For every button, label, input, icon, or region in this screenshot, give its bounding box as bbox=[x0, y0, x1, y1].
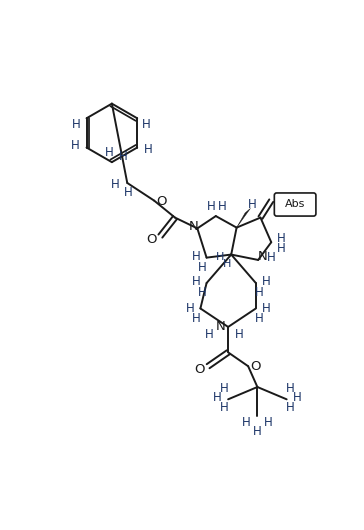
Text: H: H bbox=[277, 232, 286, 245]
Text: H: H bbox=[255, 312, 264, 325]
Text: H: H bbox=[205, 328, 214, 341]
Text: H: H bbox=[261, 302, 270, 315]
Text: H: H bbox=[264, 416, 273, 429]
Text: N: N bbox=[215, 321, 225, 333]
Text: H: H bbox=[207, 200, 215, 213]
Text: H: H bbox=[192, 275, 201, 288]
Text: H: H bbox=[261, 275, 270, 288]
Text: O: O bbox=[156, 195, 166, 208]
Text: H: H bbox=[242, 416, 251, 429]
Text: H: H bbox=[223, 259, 232, 269]
Text: O: O bbox=[250, 360, 260, 374]
Text: H: H bbox=[293, 391, 302, 403]
Text: H: H bbox=[142, 118, 151, 131]
Text: H: H bbox=[248, 198, 256, 211]
Text: H: H bbox=[186, 302, 195, 315]
Text: O: O bbox=[194, 363, 205, 376]
Text: H: H bbox=[255, 286, 264, 299]
Text: H: H bbox=[111, 178, 119, 191]
Text: H: H bbox=[72, 118, 81, 131]
Text: N: N bbox=[189, 220, 198, 233]
Text: H: H bbox=[277, 242, 286, 255]
Text: H: H bbox=[220, 401, 229, 413]
Text: H: H bbox=[192, 312, 201, 325]
Text: H: H bbox=[286, 401, 295, 413]
Text: H: H bbox=[71, 139, 80, 152]
Polygon shape bbox=[237, 208, 250, 227]
Text: H: H bbox=[198, 286, 207, 299]
Text: H: H bbox=[213, 391, 222, 403]
Text: H: H bbox=[191, 250, 200, 262]
Text: H: H bbox=[253, 425, 262, 438]
Text: H: H bbox=[198, 261, 207, 274]
Text: H: H bbox=[234, 328, 243, 341]
Text: H: H bbox=[218, 200, 227, 213]
Text: H: H bbox=[105, 146, 114, 158]
Text: H: H bbox=[144, 143, 153, 156]
Text: H: H bbox=[267, 251, 276, 264]
FancyBboxPatch shape bbox=[274, 193, 316, 216]
Text: N: N bbox=[258, 250, 268, 263]
Text: Abs: Abs bbox=[285, 199, 305, 209]
Text: H: H bbox=[216, 252, 225, 262]
Text: H: H bbox=[220, 382, 229, 395]
Text: H: H bbox=[286, 382, 295, 395]
Text: H: H bbox=[119, 149, 128, 163]
Text: H: H bbox=[124, 187, 132, 199]
Text: O: O bbox=[147, 233, 157, 246]
